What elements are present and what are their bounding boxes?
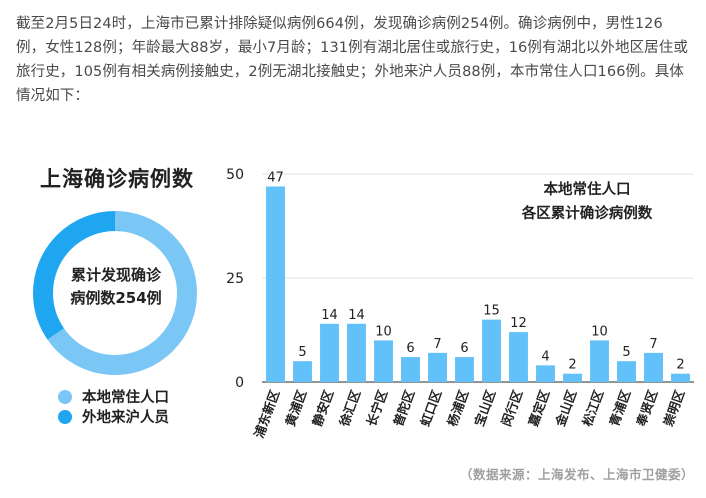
- bar-value-label: 15: [483, 304, 500, 319]
- intro-paragraph: 截至2月5日24时，上海市已累计排除疑似病例664例，发现确诊病例254例。确诊…: [16, 16, 688, 104]
- x-tick-label: 宝山区: [471, 387, 498, 428]
- bar: [266, 186, 285, 382]
- y-tick-label: 25: [226, 271, 244, 287]
- donut-center-label: 累计发现确诊 病例数254例: [62, 264, 170, 310]
- bar-value-label: 6: [406, 341, 414, 356]
- x-tick-label: 静安区: [309, 387, 336, 428]
- bar-value-label: 7: [433, 337, 441, 352]
- bar-value-label: 14: [321, 308, 338, 323]
- chart-title-line1: 本地常住人口: [544, 180, 631, 198]
- x-tick-label: 闵行区: [498, 387, 525, 428]
- bar: [509, 332, 528, 382]
- bar-value-label: 47: [267, 170, 284, 185]
- bar: [482, 319, 501, 382]
- donut-center-line1: 累计发现确诊: [70, 266, 161, 284]
- bar: [644, 352, 663, 382]
- x-tick-label: 虹口区: [417, 387, 444, 428]
- bar: [455, 357, 474, 382]
- x-tick-label: 金山区: [552, 387, 579, 429]
- chart-title-line2: 各区累计确诊病例数: [521, 204, 653, 222]
- legend-dot-local: [58, 390, 72, 404]
- x-tick-label: 青浦区: [606, 387, 633, 428]
- donut-chart: [33, 211, 197, 375]
- bar-value-label: 10: [375, 324, 392, 339]
- donut-center-line2: 病例数254例: [70, 289, 162, 307]
- bar: [428, 352, 447, 382]
- bar: [536, 365, 555, 382]
- donut-title: 上海确诊病例数: [40, 167, 194, 191]
- bar: [563, 373, 582, 382]
- bar-value-label: 10: [591, 324, 608, 339]
- bar: [293, 361, 312, 382]
- legend-item-local: 本地常住人口: [58, 386, 169, 407]
- x-tick-label: 崇明区: [660, 387, 687, 428]
- x-tick-label: 嘉定区: [525, 387, 552, 429]
- bar: [671, 373, 690, 382]
- bar-value-label: 4: [541, 349, 549, 364]
- data-source: （数据来源：上海发布、上海市卫健委）: [459, 467, 694, 482]
- legend-label-nonlocal: 外地来沪人员: [82, 410, 169, 426]
- bar: [590, 340, 609, 382]
- x-tick-label: 徐汇区: [336, 387, 363, 429]
- legend-label-local: 本地常住人口: [82, 390, 169, 406]
- x-tick-label: 黄浦区: [282, 387, 309, 428]
- y-tick-label: 50: [226, 167, 244, 183]
- bar-value-label: 5: [298, 345, 306, 360]
- bar: [401, 357, 420, 382]
- district-bar-chart: 0 25 50 47 5 14 14 10 6 7 6 15 12 4 2 10 5 7 2 浦东新区 黄浦区 静安区…: [226, 167, 694, 440]
- x-tick-label: 长宁区: [363, 387, 390, 428]
- legend-dot-nonlocal: [58, 410, 72, 424]
- x-tick-label: 杨浦区: [444, 387, 471, 428]
- legend-item-nonlocal: 外地来沪人员: [58, 406, 169, 427]
- x-tick-label: 奉贤区: [633, 387, 660, 429]
- x-tick-label: 松江区: [579, 387, 606, 428]
- bar: [617, 361, 636, 382]
- bar-value-label: 14: [348, 308, 365, 323]
- bar-value-label: 2: [676, 358, 684, 373]
- bar-value-label: 12: [510, 316, 527, 331]
- y-tick-label: 0: [235, 375, 244, 391]
- bar-value-label: 7: [649, 337, 657, 352]
- bar-value-label: 6: [460, 341, 468, 356]
- bar-value-label: 5: [622, 345, 630, 360]
- bar: [374, 340, 393, 382]
- bar: [347, 323, 366, 382]
- x-tick-label: 普陀区: [390, 387, 417, 428]
- bar-value-label: 2: [568, 358, 576, 373]
- donut-slice-1: [33, 211, 197, 375]
- x-tick-label: 浦东新区: [251, 387, 282, 440]
- bar: [320, 323, 339, 382]
